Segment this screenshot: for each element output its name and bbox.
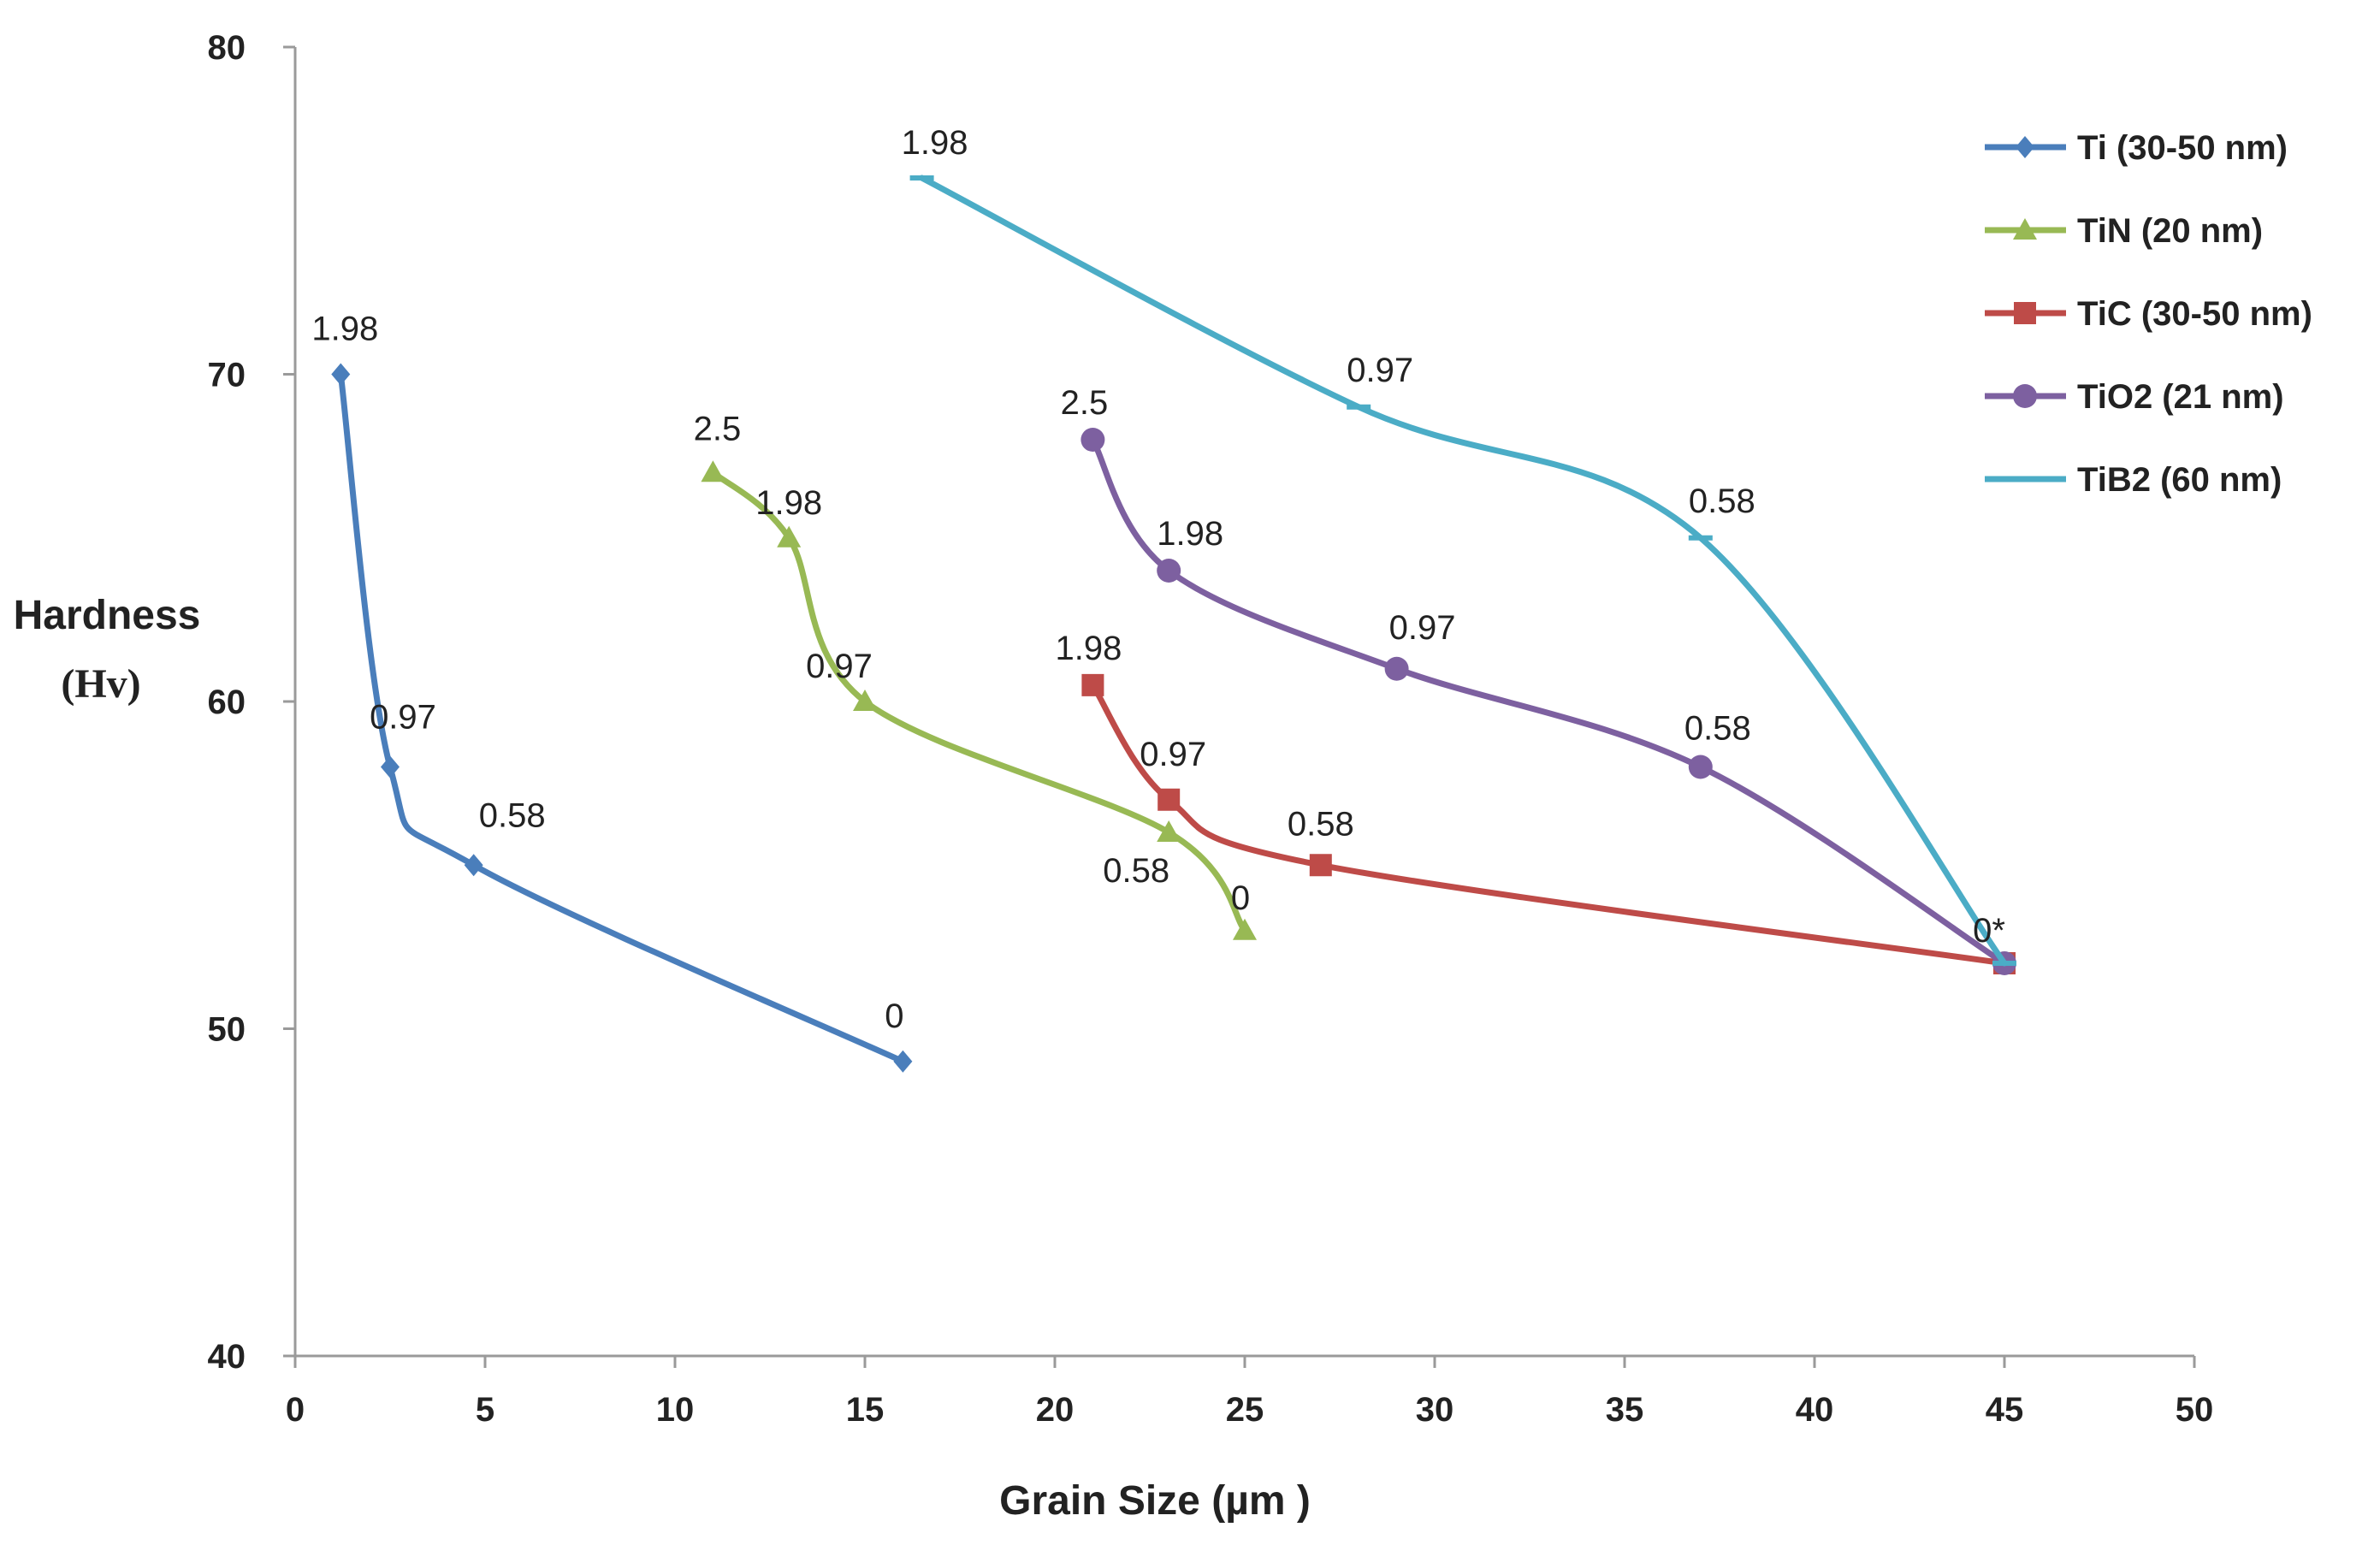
data-point [1309,854,1332,877]
data-label: 1.98 [1055,630,1122,667]
series-5 [909,175,2016,967]
data-label: 0.58 [1103,852,1169,890]
series-3 [1081,673,2016,974]
data-label: 2.5 [1061,384,1109,422]
series-4 [1080,428,2016,975]
x-tick-label: 15 [846,1391,885,1429]
x-tick-label: 0 [286,1391,305,1429]
data-point [1157,559,1181,583]
x-tick-label: 20 [1036,1391,1075,1429]
data-label: 1.98 [311,311,378,348]
legend-entry: TiC (30-50 nm) [1985,295,2312,333]
x-tick-label: 40 [1796,1391,1834,1429]
series-layer [331,175,2016,1073]
data-label: 0.97 [806,648,873,685]
y-tick-label: 60 [208,684,246,721]
y-tick-label: 50 [208,1011,246,1049]
data-label: 2.5 [694,410,742,447]
data-label: 0.97 [1389,609,1456,647]
legend-marker [2014,302,2036,324]
data-point [1081,673,1104,696]
data-point [893,1050,913,1073]
y-axis-title-line1: Hardness [14,593,201,638]
y-tick-label: 70 [208,357,246,394]
data-point [1157,820,1181,842]
legend-label: Ti (30-50 nm) [2077,129,2288,167]
x-tick-label: 45 [1986,1391,2024,1429]
data-label: 0.58 [479,796,546,834]
legend-entry: TiO2 (21 nm) [1985,378,2284,416]
data-point [464,854,483,877]
x-tick-label: 25 [1226,1391,1264,1429]
series-2 [701,460,1257,940]
series-line [337,371,906,1065]
data-point [701,460,725,482]
data-label: 0.58 [1684,710,1751,748]
y-tick-label: 80 [208,29,246,67]
data-point [1384,656,1409,681]
x-tick-label: 10 [656,1391,695,1429]
x-tick-label: 50 [2176,1391,2214,1429]
legend-label: TiB2 (60 nm) [2077,461,2282,499]
data-point [1688,535,1713,541]
data-label: 0 [885,997,903,1035]
data-point [1080,428,1105,452]
legend-marker [2013,384,2037,408]
data-point [853,690,877,711]
x-tick-label: 5 [476,1391,494,1429]
data-point [331,363,351,386]
y-tick-label: 40 [208,1338,246,1376]
data-point [1688,755,1713,779]
data-label: 1.98 [1157,515,1223,553]
series-line [1089,436,2008,967]
legend-label: TiC (30-50 nm) [2077,295,2312,333]
legend-marker [2013,477,2037,482]
legend-entry: Ti (30-50 nm) [1985,129,2288,167]
series-1 [331,363,913,1073]
legend: Ti (30-50 nm) TiN (20 nm) TiC (30-50 nm) Ti… [1985,129,2312,499]
data-label: 0.97 [370,699,436,737]
data-label: 0.58 [1288,805,1354,843]
x-axis-title: Grain Size (µm ) [999,1478,1311,1524]
data-label: 0* [1973,912,2005,950]
series-line [709,469,1248,934]
legend-entry: TiN (20 nm) [1985,212,2263,250]
legend-label: TiN (20 nm) [2077,212,2263,250]
legend-marker [2013,218,2037,240]
data-label: 1.98 [902,124,968,162]
data-label: 1.98 [755,484,822,522]
data-point [381,755,400,778]
y-axis-title-line2: (Hv) [61,661,140,707]
x-tick-label: 30 [1416,1391,1454,1429]
x-tick-label: 35 [1606,1391,1644,1429]
data-point [1233,918,1257,940]
legend-entry: TiB2 (60 nm) [1985,461,2282,499]
data-label: 0.97 [1347,352,1413,389]
series-line [919,175,2008,967]
data-label: 0.97 [1140,736,1206,773]
legend-marker [2016,136,2034,158]
data-label: 0 [1231,879,1250,917]
axes: 0 5 10 15 20 25 30 35 40 45 50 40 50 60 70 80 [208,29,2214,1429]
data-point [1157,788,1181,811]
data-point [1347,404,1371,410]
series-line [1089,682,2008,967]
data-point [1992,961,2016,966]
data-label: 0.58 [1689,482,1755,520]
legend-label: TiO2 (21 nm) [2077,378,2284,416]
data-labels: 1.98 0.97 0.58 0 2.5 1.98 0.97 0.58 0 1.98 0.97 0.5… [311,124,2005,1035]
data-point [777,525,802,548]
data-point [909,175,934,181]
